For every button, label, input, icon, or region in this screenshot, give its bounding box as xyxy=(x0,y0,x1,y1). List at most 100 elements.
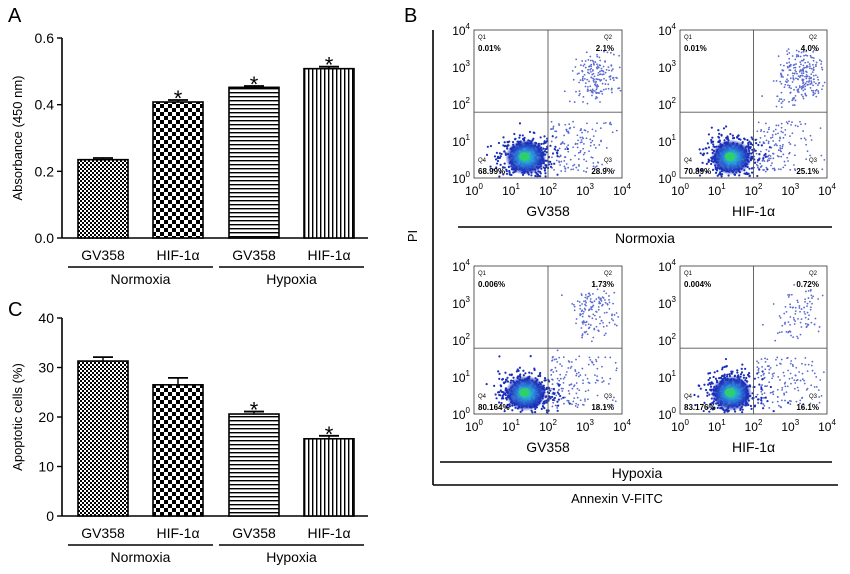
event-dot xyxy=(782,153,785,156)
event-dot xyxy=(786,50,788,52)
y-tick-label: 0.4 xyxy=(35,97,55,113)
event-dot xyxy=(534,174,537,178)
tick-label: 103 xyxy=(781,418,799,434)
event-dot xyxy=(747,403,750,406)
event-dot xyxy=(742,374,745,377)
event-dot xyxy=(811,297,813,299)
event-dot xyxy=(815,386,818,388)
event-dot xyxy=(789,323,792,326)
tick-label: 103 xyxy=(452,59,470,75)
event-dot xyxy=(597,306,600,308)
event-dot xyxy=(763,130,765,133)
event-dot xyxy=(798,65,801,68)
tick-label: 101 xyxy=(452,369,470,385)
event-dot xyxy=(597,74,599,77)
event-dot xyxy=(499,163,502,166)
group-label: Hypoxia xyxy=(612,465,663,481)
event-dot xyxy=(583,142,585,145)
y-axis-label: PI xyxy=(405,230,420,242)
event-dot xyxy=(604,405,607,408)
event-dot xyxy=(591,317,594,320)
event-dot xyxy=(614,323,616,326)
event-dot xyxy=(780,82,783,85)
event-dot xyxy=(495,397,498,400)
event-dot xyxy=(582,147,585,150)
event-dot xyxy=(760,396,763,400)
event-dot xyxy=(803,382,806,385)
event-dot xyxy=(579,374,582,376)
event-dot xyxy=(800,51,803,54)
event-dot xyxy=(781,324,784,327)
event-dot xyxy=(596,65,599,68)
event-dot xyxy=(594,146,597,149)
event-dot xyxy=(702,148,705,151)
event-dot xyxy=(810,77,812,80)
event-dot xyxy=(558,388,560,391)
event-dot xyxy=(581,309,584,312)
event-dot xyxy=(579,151,582,154)
event-dot xyxy=(756,166,759,169)
event-dot xyxy=(558,379,561,382)
event-dot xyxy=(598,302,601,305)
event-dot xyxy=(618,66,621,69)
event-dot xyxy=(783,86,786,89)
event-dot xyxy=(575,358,577,361)
tick-label: 104 xyxy=(658,258,676,274)
event-dot xyxy=(553,358,556,361)
y-tick-label: 0.2 xyxy=(35,163,55,179)
event-dot xyxy=(583,321,586,324)
event-dot xyxy=(596,67,599,70)
event-dot xyxy=(563,159,566,162)
event-dot xyxy=(803,306,806,309)
event-dot xyxy=(736,369,739,372)
event-dot xyxy=(756,158,760,162)
event-dot xyxy=(794,169,797,172)
event-dot xyxy=(711,382,714,385)
event-dot xyxy=(804,298,807,301)
event-dot xyxy=(817,78,820,81)
event-dot xyxy=(612,53,615,56)
event-dot xyxy=(593,144,596,146)
event-dot xyxy=(778,315,781,317)
event-dot xyxy=(769,155,772,157)
event-dot xyxy=(571,403,573,406)
event-dot xyxy=(578,90,581,92)
event-dot xyxy=(760,130,762,133)
event-dot xyxy=(565,146,568,149)
bar xyxy=(152,384,204,517)
event-dot xyxy=(588,308,591,311)
event-dot xyxy=(802,97,805,100)
event-dot xyxy=(797,54,799,57)
event-dot xyxy=(740,371,744,374)
event-dot xyxy=(591,361,594,364)
bar xyxy=(77,158,129,239)
event-dot xyxy=(591,88,594,91)
event-dot xyxy=(577,151,580,154)
event-dot xyxy=(506,380,510,383)
event-dot xyxy=(702,409,705,413)
event-dot xyxy=(803,137,806,140)
event-dot xyxy=(807,289,810,292)
event-dot xyxy=(602,88,605,91)
event-dot xyxy=(569,367,572,369)
event-dot xyxy=(604,356,607,359)
event-dot xyxy=(703,401,706,404)
event-dot xyxy=(794,306,797,309)
event-dot xyxy=(804,313,806,315)
event-dot xyxy=(599,70,601,73)
event-dot xyxy=(567,390,570,392)
event-dot xyxy=(758,383,761,386)
event-dot xyxy=(801,74,804,77)
event-dot xyxy=(799,399,802,402)
event-dot xyxy=(571,387,574,390)
event-dot xyxy=(545,159,548,162)
event-dot xyxy=(814,89,817,92)
event-dot xyxy=(589,324,592,326)
event-dot xyxy=(593,327,596,330)
event-dot xyxy=(757,398,760,401)
event-dot xyxy=(784,385,787,388)
event-dot xyxy=(556,400,559,403)
event-dot xyxy=(594,81,597,84)
event-dot xyxy=(788,65,791,68)
event-dot xyxy=(584,293,587,296)
